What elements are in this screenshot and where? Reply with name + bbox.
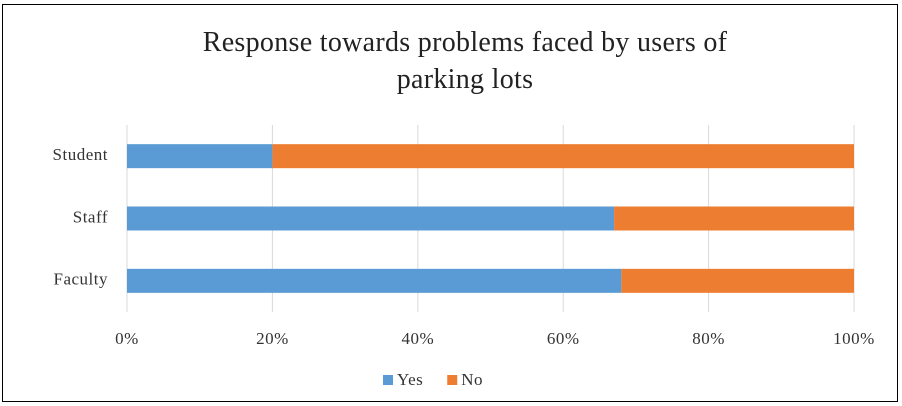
- x-tick-label: 0%: [115, 329, 139, 348]
- x-tick-label: 100%: [833, 329, 875, 348]
- chart-frame: [2, 4, 898, 402]
- chart-title: Response towards problems faced by users…: [202, 27, 728, 95]
- bar-segment: [272, 144, 854, 169]
- x-tick-label: 60%: [547, 329, 580, 348]
- x-tick-label: 40%: [401, 329, 434, 348]
- bar-segment: [127, 268, 622, 293]
- y-tick-label: Faculty: [54, 270, 109, 289]
- legend-swatch: [447, 375, 458, 385]
- bar-segment: [621, 268, 854, 293]
- bar-segment: [127, 144, 273, 169]
- x-tick-label: 80%: [692, 329, 725, 348]
- legend-label: No: [461, 370, 483, 389]
- bar-segment: [614, 206, 854, 231]
- bar-segment: [127, 206, 615, 231]
- y-tick-label: Student: [53, 145, 108, 164]
- x-tick-label: 20%: [256, 329, 289, 348]
- y-tick-label: Staff: [73, 207, 108, 226]
- legend-label: Yes: [397, 370, 423, 389]
- legend-swatch: [383, 375, 393, 385]
